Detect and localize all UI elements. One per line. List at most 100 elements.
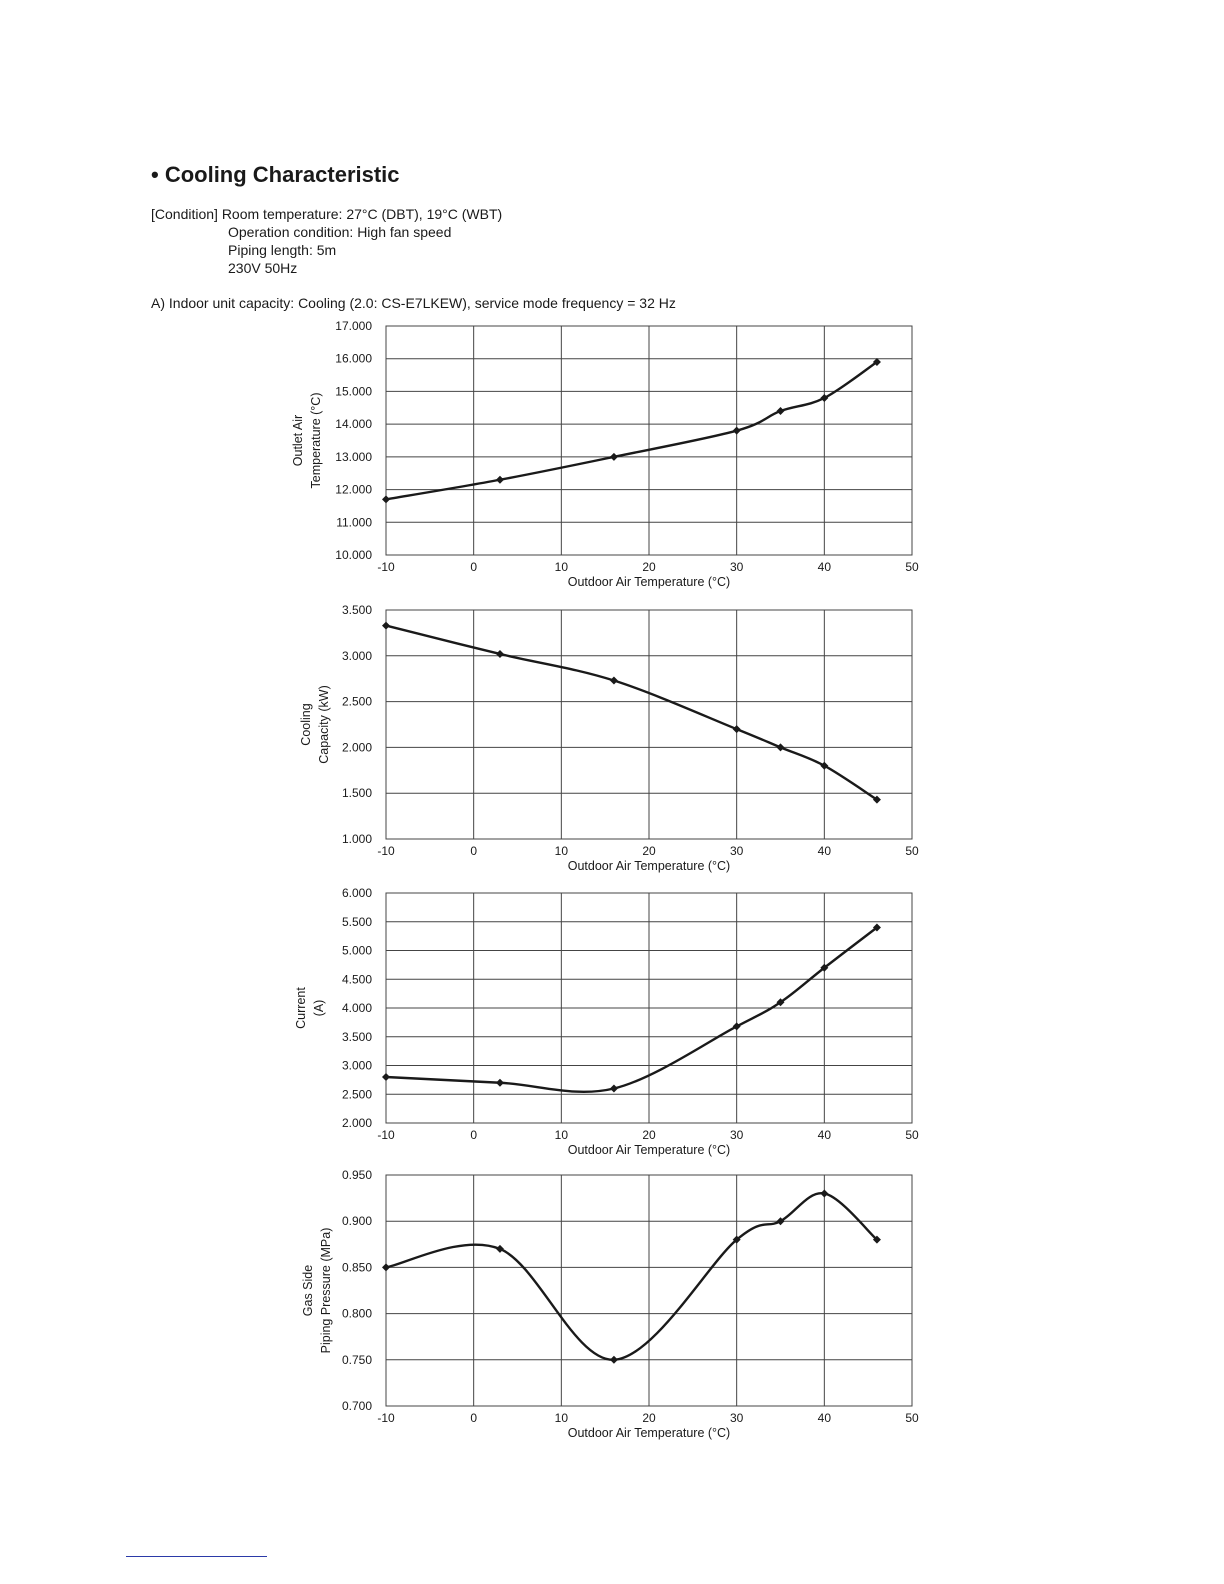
data-point-marker <box>820 761 829 770</box>
y-axis-title: Temperature (°C) <box>309 393 323 489</box>
y-tick-label: 2.500 <box>342 1087 372 1101</box>
x-tick-label: 10 <box>555 560 569 574</box>
y-axis-title: Gas Side <box>301 1265 315 1316</box>
x-tick-label: 40 <box>818 560 832 574</box>
y-tick-label: 14.000 <box>335 417 372 431</box>
x-axis-title: Outdoor Air Temperature (°C) <box>568 1143 730 1157</box>
x-tick-label: 0 <box>470 560 477 574</box>
data-point-marker <box>382 621 390 630</box>
x-axis-title: Outdoor Air Temperature (°C) <box>568 1426 730 1440</box>
x-tick-label: 40 <box>818 1128 832 1142</box>
x-tick-label: 0 <box>470 1411 477 1425</box>
x-tick-label: 0 <box>470 1128 477 1142</box>
x-tick-label: -10 <box>377 1128 395 1142</box>
chart-1: 10.000 11.000 12.000 13.000 14.000 15.000 16.0… <box>291 319 919 589</box>
data-point-marker <box>495 1244 504 1253</box>
x-tick-label: 40 <box>818 1411 832 1425</box>
chart-4: 0.700 0.750 0.800 0.850 0.900 0.950 -10 0 10 20 30… <box>301 1168 919 1440</box>
y-tick-label: 3.500 <box>342 1030 372 1044</box>
chart-subtitle: A) Indoor unit capacity: Cooling (2.0: C… <box>151 295 676 311</box>
section-title: • Cooling Characteristic <box>151 162 400 187</box>
data-point-marker <box>609 452 618 461</box>
data-point-marker <box>382 495 390 504</box>
chart-2: 1.000 1.500 2.000 2.500 3.000 3.500 -10 0 10 20 30… <box>299 603 919 873</box>
data-point-marker <box>732 1022 741 1031</box>
data-point-marker <box>820 393 829 402</box>
data-point-marker <box>732 725 741 734</box>
data-point-marker <box>872 795 881 804</box>
y-tick-label: 11.000 <box>336 515 372 529</box>
condition-line-1: [Condition] Room temperature: 27°C (DBT)… <box>151 206 503 222</box>
y-tick-label: 0.750 <box>342 1353 372 1367</box>
data-point-marker <box>872 357 881 366</box>
data-point-marker <box>609 1355 618 1364</box>
x-tick-label: 50 <box>905 844 919 858</box>
data-point-marker <box>872 1235 881 1244</box>
y-tick-label: 5.500 <box>342 915 372 929</box>
y-tick-label: 15.000 <box>335 384 372 398</box>
footer-rule <box>126 1556 267 1557</box>
data-point-marker <box>609 676 618 685</box>
y-tick-label: 1.500 <box>342 786 372 800</box>
y-tick-label: 0.800 <box>342 1307 372 1321</box>
series-line <box>385 624 878 801</box>
y-tick-label: 2.500 <box>342 695 372 709</box>
y-axis-title: Piping Pressure (MPa) <box>319 1228 333 1354</box>
x-tick-label: 10 <box>555 1128 569 1142</box>
chart-3: 2.000 2.500 3.000 3.500 4.000 4.500 5.000 5.500… <box>294 886 919 1157</box>
y-tick-label: 0.700 <box>342 1399 372 1413</box>
x-tick-label: 10 <box>555 1411 569 1425</box>
y-tick-label: 4.500 <box>342 972 372 986</box>
data-point-marker <box>382 1263 390 1272</box>
data-point-marker <box>776 743 785 752</box>
y-tick-label: 1.000 <box>342 832 372 846</box>
x-tick-label: 50 <box>905 560 919 574</box>
y-tick-label: 0.900 <box>342 1214 372 1228</box>
y-tick-label: 13.000 <box>335 450 372 464</box>
data-point-marker <box>776 998 785 1007</box>
x-tick-label: 20 <box>642 1128 656 1142</box>
series-line <box>385 360 878 501</box>
x-axis-title: Outdoor Air Temperature (°C) <box>568 859 730 873</box>
x-tick-label: 50 <box>905 1128 919 1142</box>
y-tick-label: 0.950 <box>342 1168 372 1182</box>
data-point-marker <box>609 1084 618 1093</box>
y-axis-title: Cooling <box>299 703 313 745</box>
data-point-marker <box>495 649 504 658</box>
y-tick-label: 16.000 <box>335 352 372 366</box>
y-tick-label: 4.000 <box>342 1001 372 1015</box>
x-tick-label: 30 <box>730 1128 744 1142</box>
x-tick-label: 40 <box>818 844 832 858</box>
y-tick-label: 17.000 <box>335 319 372 333</box>
y-axis-title: (A) <box>312 1000 326 1017</box>
data-point-marker <box>732 426 741 435</box>
condition-line-4: 230V 50Hz <box>228 260 298 276</box>
data-point-marker <box>820 1189 829 1198</box>
data-point-marker <box>382 1073 390 1081</box>
x-tick-label: 10 <box>555 844 569 858</box>
x-tick-label: 20 <box>642 1411 656 1425</box>
y-tick-label: 2.000 <box>342 1116 372 1130</box>
x-axis-title: Outdoor Air Temperature (°C) <box>568 575 730 589</box>
data-point-marker <box>495 475 504 484</box>
data-point-marker <box>820 963 829 972</box>
x-tick-label: -10 <box>377 560 395 574</box>
y-tick-label: 2.000 <box>342 740 372 754</box>
x-tick-label: 30 <box>730 844 744 858</box>
x-tick-label: -10 <box>377 1411 395 1425</box>
y-axis-title: Capacity (kW) <box>317 685 331 763</box>
x-tick-label: -10 <box>377 844 395 858</box>
data-point-marker <box>776 407 785 416</box>
data-point-marker <box>732 1235 741 1244</box>
y-tick-label: 6.000 <box>342 886 372 900</box>
y-tick-label: 12.000 <box>335 483 372 497</box>
x-tick-label: 20 <box>642 844 656 858</box>
y-tick-label: 3.500 <box>342 603 372 617</box>
x-tick-label: 30 <box>730 560 744 574</box>
x-tick-label: 0 <box>470 844 477 858</box>
y-tick-label: 5.000 <box>342 944 372 958</box>
x-tick-label: 50 <box>905 1411 919 1425</box>
y-tick-label: 0.850 <box>342 1260 372 1274</box>
condition-line-2: Operation condition: High fan speed <box>228 224 452 240</box>
